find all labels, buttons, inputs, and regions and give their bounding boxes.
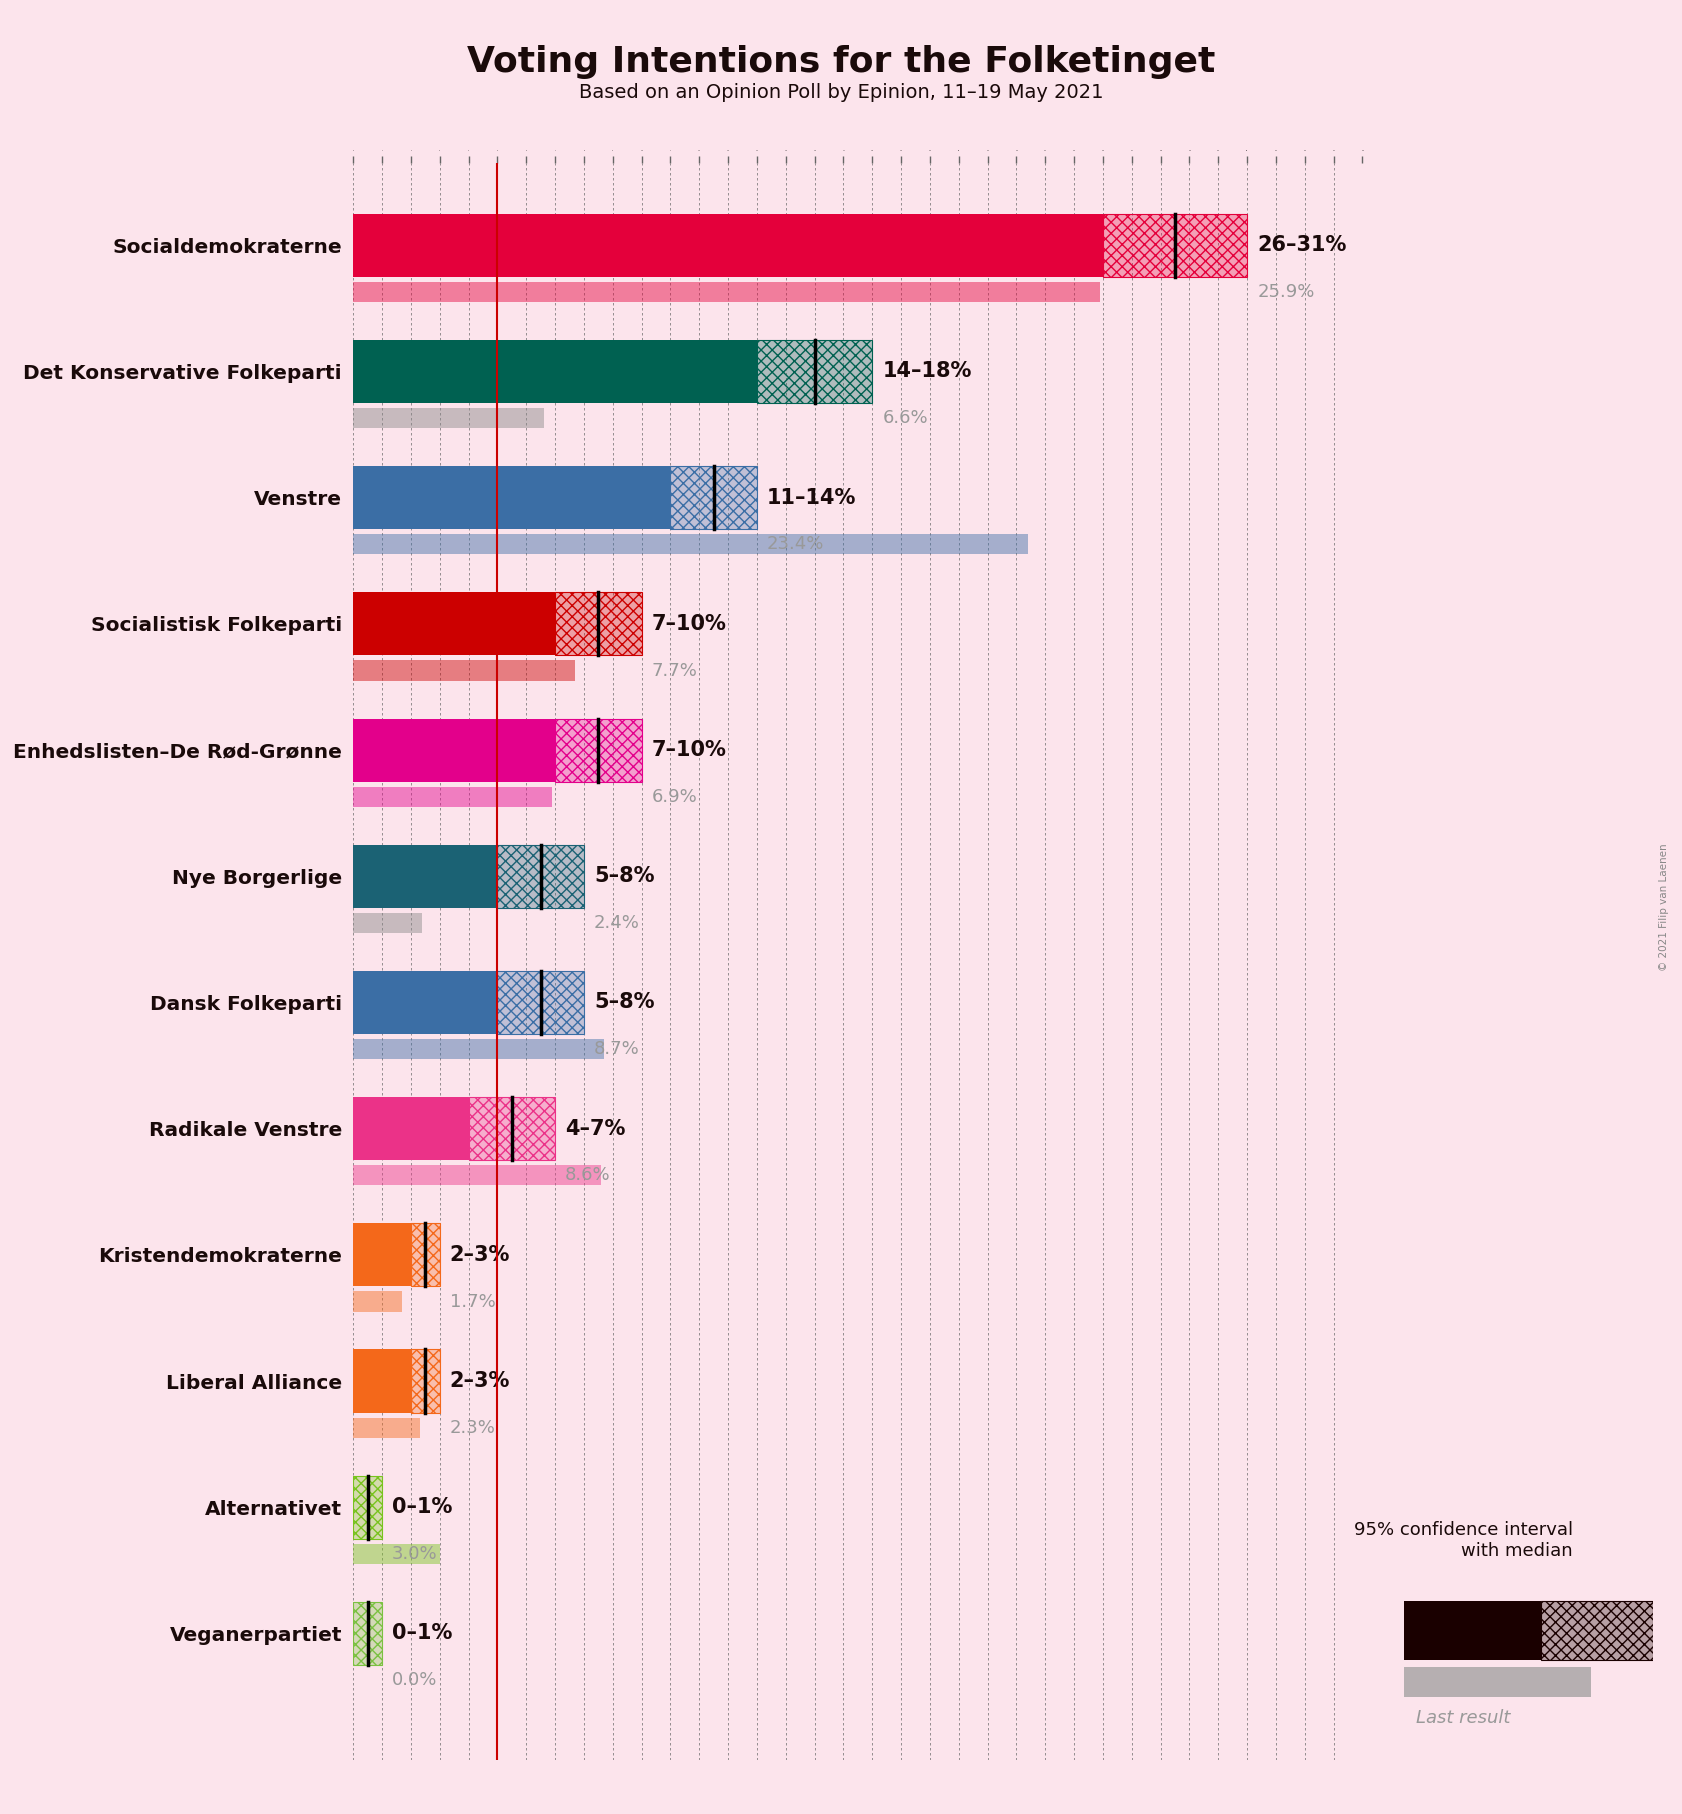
Text: 6.9%: 6.9% — [651, 787, 698, 805]
Bar — [353, 281, 1100, 303]
Text: 7.7%: 7.7% — [651, 662, 698, 680]
Bar — [1103, 214, 1246, 278]
Bar — [353, 1350, 410, 1413]
Bar — [555, 718, 641, 782]
Text: 2–3%: 2–3% — [449, 1371, 510, 1391]
Text: Last result: Last result — [1416, 1709, 1510, 1727]
Text: 1.7%: 1.7% — [449, 1293, 496, 1310]
Text: 2.4%: 2.4% — [594, 914, 639, 932]
Bar — [353, 1097, 469, 1161]
Text: 2–3%: 2–3% — [449, 1244, 510, 1264]
Bar — [671, 466, 757, 530]
Bar — [410, 1223, 439, 1286]
Text: 14–18%: 14–18% — [883, 361, 972, 381]
Text: 8.7%: 8.7% — [594, 1039, 639, 1058]
Bar — [353, 1475, 382, 1538]
Bar — [353, 1292, 402, 1312]
Bar — [353, 535, 1028, 555]
Text: 5–8%: 5–8% — [594, 992, 654, 1012]
Bar — [1103, 214, 1246, 278]
Bar — [410, 1223, 439, 1286]
Bar — [353, 1417, 419, 1439]
Text: 0.0%: 0.0% — [392, 1671, 437, 1689]
Bar — [757, 339, 873, 403]
Bar — [498, 845, 584, 907]
Text: 26–31%: 26–31% — [1256, 236, 1347, 256]
Text: 11–14%: 11–14% — [767, 488, 856, 508]
Bar — [353, 214, 1103, 278]
Bar — [498, 970, 584, 1034]
Text: © 2021 Filip van Laenen: © 2021 Filip van Laenen — [1658, 844, 1669, 970]
Text: 8.6%: 8.6% — [565, 1166, 611, 1185]
Bar — [1541, 1602, 1653, 1660]
Text: 95% confidence interval
with median: 95% confidence interval with median — [1354, 1522, 1573, 1560]
Text: 0–1%: 0–1% — [392, 1624, 452, 1643]
Text: 3.0%: 3.0% — [392, 1546, 437, 1564]
Bar — [353, 593, 555, 655]
Text: 0–1%: 0–1% — [392, 1497, 452, 1517]
Bar — [353, 718, 555, 782]
Bar — [1541, 1602, 1653, 1660]
Bar — [353, 1223, 410, 1286]
Bar — [498, 970, 584, 1034]
Bar — [498, 845, 584, 907]
Bar — [555, 718, 641, 782]
Bar — [1404, 1667, 1591, 1696]
Bar — [757, 339, 873, 403]
Bar — [1404, 1602, 1541, 1660]
Bar — [353, 1602, 382, 1665]
Bar — [353, 1039, 604, 1059]
Bar — [671, 466, 757, 530]
Bar — [353, 787, 552, 807]
Text: Based on an Opinion Poll by Epinion, 11–19 May 2021: Based on an Opinion Poll by Epinion, 11–… — [579, 83, 1103, 102]
Text: 2.3%: 2.3% — [449, 1419, 496, 1437]
Bar — [353, 339, 757, 403]
Bar — [353, 1475, 382, 1538]
Bar — [353, 845, 498, 907]
Text: Voting Intentions for the Folketinget: Voting Intentions for the Folketinget — [468, 45, 1214, 80]
Bar — [410, 1350, 439, 1413]
Text: 23.4%: 23.4% — [767, 535, 824, 553]
Bar — [555, 593, 641, 655]
Bar — [469, 1097, 555, 1161]
Bar — [469, 1097, 555, 1161]
Text: 6.6%: 6.6% — [883, 410, 928, 426]
Bar — [353, 1165, 600, 1185]
Bar — [353, 1544, 439, 1564]
Bar — [353, 466, 671, 530]
Text: 7–10%: 7–10% — [651, 613, 727, 633]
Bar — [353, 970, 498, 1034]
Text: 7–10%: 7–10% — [651, 740, 727, 760]
Text: 25.9%: 25.9% — [1256, 283, 1315, 301]
Text: 4–7%: 4–7% — [565, 1119, 626, 1139]
Bar — [353, 1602, 382, 1665]
Bar — [353, 408, 543, 428]
Bar — [555, 593, 641, 655]
Text: 5–8%: 5–8% — [594, 867, 654, 887]
Bar — [410, 1350, 439, 1413]
Bar — [353, 660, 575, 680]
Bar — [353, 912, 422, 932]
